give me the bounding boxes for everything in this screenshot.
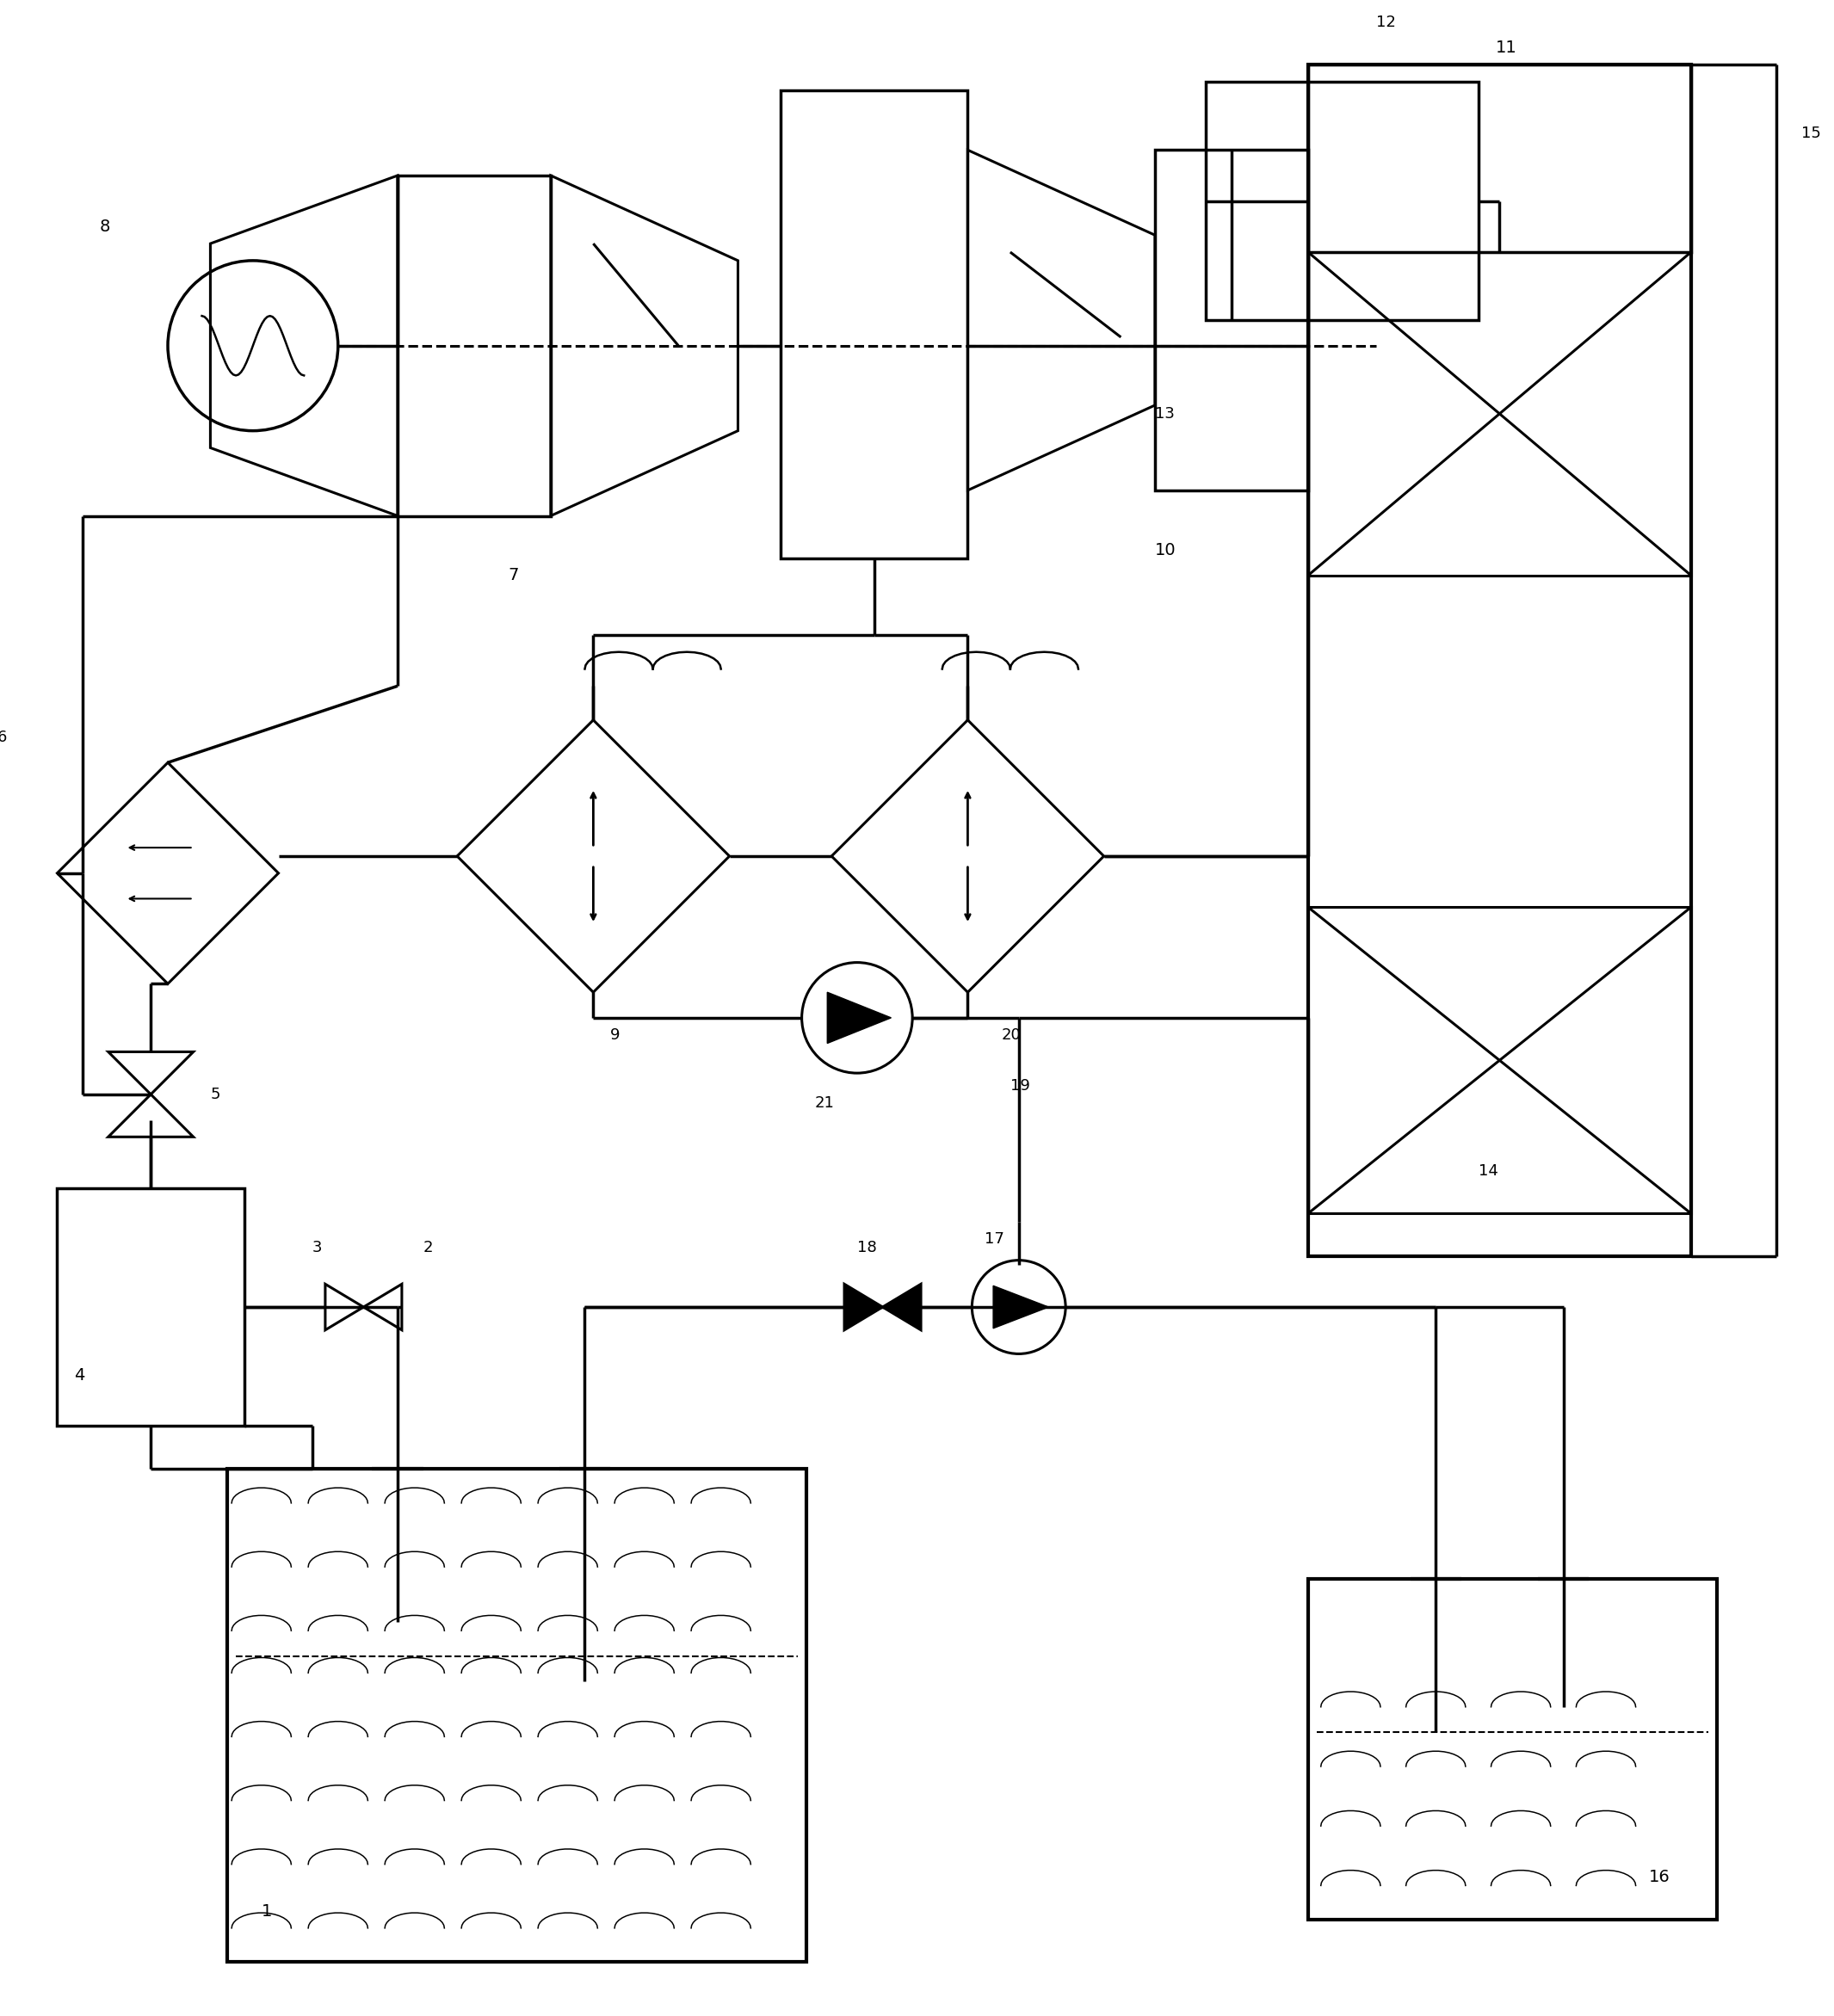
Text: 12: 12 [1376, 14, 1396, 30]
Polygon shape [994, 1286, 1049, 1329]
Bar [398, 175, 550, 516]
Text: 15: 15 [1801, 125, 1821, 141]
Text: 10: 10 [1155, 542, 1176, 558]
Bar [1207, 83, 1478, 321]
Text: 13: 13 [1155, 405, 1174, 421]
Text: 19: 19 [1011, 1079, 1031, 1093]
Bar [1308, 65, 1691, 252]
Bar [1155, 149, 1308, 490]
Bar [1308, 907, 1691, 1214]
Text: 18: 18 [856, 1240, 877, 1256]
Text: 5: 5 [211, 1087, 220, 1103]
Bar [1308, 1579, 1717, 1919]
Bar [1308, 65, 1691, 1256]
Text: 14: 14 [1478, 1163, 1498, 1179]
Text: 11: 11 [1495, 40, 1517, 56]
Text: 6: 6 [0, 730, 7, 744]
Text: 16: 16 [1649, 1869, 1669, 1885]
Text: 8: 8 [99, 218, 110, 234]
Polygon shape [882, 1284, 921, 1331]
Bar [1308, 252, 1691, 575]
Polygon shape [844, 1284, 882, 1331]
Text: 21: 21 [814, 1095, 834, 1111]
Text: 17: 17 [985, 1232, 1005, 1246]
Text: 4: 4 [73, 1367, 84, 1383]
Text: 1: 1 [262, 1903, 271, 1919]
Text: 20: 20 [1001, 1026, 1022, 1042]
Text: 2: 2 [424, 1240, 433, 1256]
Polygon shape [827, 992, 891, 1044]
Text: 3: 3 [312, 1240, 323, 1256]
Bar [781, 91, 968, 558]
Bar [227, 1470, 805, 1962]
Bar [57, 1187, 244, 1425]
Text: 9: 9 [611, 1026, 620, 1042]
Text: 7: 7 [508, 566, 519, 583]
